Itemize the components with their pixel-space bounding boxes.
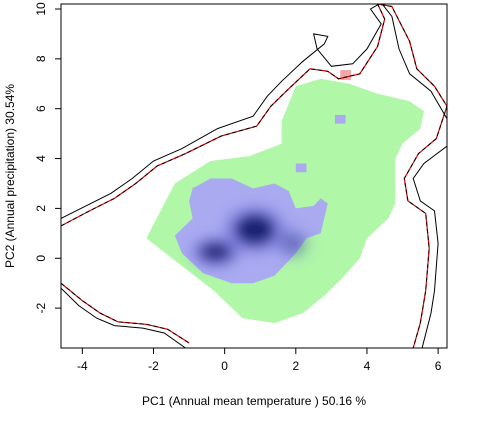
y-tick-label-10: 10 [34,2,48,16]
dashed-contour-inner [61,282,190,344]
x-tick-label-6: 6 [435,359,442,373]
density-peak-2 [279,232,305,255]
x-tick-label-4: 4 [364,359,371,373]
blue-cell-1 [334,114,346,124]
plot-area [61,4,447,348]
pink-cell-0 [340,70,351,81]
x-axis-title: PC1 (Annual mean temperature ) 50.16 % [142,394,366,408]
y-tick-label-4: 4 [34,155,48,162]
density-peaks [190,205,313,268]
y-tick-label-8: 8 [34,55,48,62]
x-axis: -4 -2 0 2 4 6 [77,348,442,373]
solid-contour-outer [61,4,447,348]
plot-frame [60,3,448,349]
x-tick-label--2: -2 [148,359,159,373]
y-tick-label--2: -2 [34,302,48,313]
y-tick-label-2: 2 [34,205,48,212]
x-tick-label-2: 2 [292,359,299,373]
y-tick-label-0: 0 [34,255,48,262]
red-contour-inner [61,282,190,344]
dashed-contour-outer [61,4,447,348]
solid-contour-inner [61,287,186,348]
y-axis: -2 0 2 4 6 8 10 [34,2,61,313]
x-tick-label--4: -4 [77,359,88,373]
density-peak-0 [235,214,275,245]
x-tick-label-0: 0 [221,359,228,373]
y-tick-label-6: 6 [34,105,48,112]
blue-cell-0 [295,163,307,173]
y-axis-title: PC2 (Annual precipitation) 30.54% [3,84,17,268]
density-peak-1 [199,242,232,262]
